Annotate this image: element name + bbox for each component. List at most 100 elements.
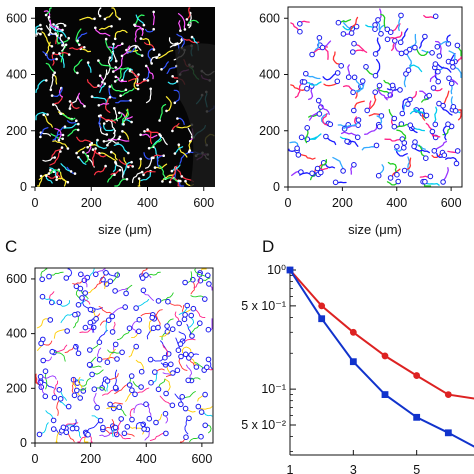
cell-head	[67, 53, 71, 56]
cell-marker	[315, 97, 322, 104]
cell-head	[158, 119, 161, 122]
cell-marker	[165, 298, 171, 305]
cell-head	[39, 135, 42, 139]
cell-track	[409, 110, 428, 117]
cell-track	[104, 12, 114, 20]
cell-marker	[60, 424, 67, 431]
cell-track	[80, 48, 91, 53]
cell-track	[51, 351, 66, 362]
y-tick-label: 400	[259, 68, 280, 82]
cell-head	[91, 148, 95, 151]
cell-marker	[197, 320, 203, 327]
cell-track	[35, 79, 47, 93]
cell-track	[114, 178, 128, 187]
cell-head	[137, 177, 141, 180]
cell-track	[414, 46, 429, 57]
cell-head	[160, 68, 163, 71]
cell-head	[122, 123, 125, 126]
cell-marker	[153, 419, 159, 426]
cell-track	[168, 37, 177, 45]
cell-track	[114, 384, 131, 395]
cell-head	[97, 104, 101, 107]
cell-marker	[143, 272, 149, 278]
panel-a: 00 200 200 400 400 600 600 size (μm)	[6, 7, 215, 237]
cell-track	[52, 96, 63, 106]
cell-track	[147, 129, 153, 145]
cell-track	[77, 92, 86, 107]
cell-marker	[412, 44, 418, 51]
cell-head	[40, 27, 43, 31]
cell-head	[83, 104, 86, 108]
cell-marker	[93, 316, 99, 322]
cell-head	[68, 100, 72, 103]
cell-marker	[126, 325, 133, 332]
x-tick-label: 5	[413, 463, 420, 474]
cell-marker	[39, 293, 46, 300]
cell-head	[60, 146, 64, 149]
cell-track	[387, 161, 398, 176]
cell-track	[114, 68, 122, 82]
cell-track	[408, 33, 417, 51]
cell-track	[35, 32, 42, 37]
cell-track	[434, 63, 452, 73]
cell-head	[171, 129, 174, 133]
y-tick-label: 200	[259, 124, 280, 138]
cell-marker	[309, 51, 315, 58]
cell-track	[364, 124, 380, 135]
cell-marker	[89, 371, 95, 378]
cell-head	[137, 73, 140, 76]
cell-track	[147, 47, 154, 64]
cell-marker	[423, 112, 430, 119]
cell-marker	[294, 145, 300, 152]
series-2-point	[349, 358, 357, 366]
cell-marker	[103, 270, 109, 276]
cell-track	[94, 27, 111, 37]
cell-head	[127, 165, 130, 169]
y-tick-label: 600	[259, 11, 280, 25]
cell-track	[148, 139, 163, 149]
cell-marker	[91, 386, 98, 393]
cell-marker	[399, 110, 406, 117]
cell-marker	[169, 402, 176, 409]
cell-marker	[432, 13, 439, 20]
cell-marker	[123, 290, 129, 297]
cell-marker	[407, 171, 414, 177]
cell-marker	[47, 317, 54, 323]
cell-track	[40, 132, 52, 137]
cell-track	[178, 356, 188, 371]
cell-track	[369, 91, 377, 110]
series-2-point	[381, 391, 389, 398]
cell-head	[45, 79, 48, 82]
cell-track	[332, 51, 342, 67]
cell-marker	[387, 29, 394, 36]
cell-track	[107, 174, 116, 183]
cell-track	[171, 123, 180, 132]
cell-track	[35, 111, 49, 121]
cell-track	[152, 154, 164, 159]
cell-track	[79, 16, 96, 21]
cell-marker	[74, 387, 80, 394]
cell-marker	[50, 426, 57, 432]
panel-a-axes: 00 200 200 400 400 600 600	[6, 11, 214, 210]
cell-head	[55, 57, 58, 61]
y-tick-label: 600	[6, 272, 27, 286]
cell-marker	[57, 396, 64, 402]
cell-head	[114, 162, 118, 165]
cell-track	[140, 133, 158, 139]
cell-head	[103, 17, 107, 21]
cell-marker	[155, 324, 161, 331]
cell-head	[140, 170, 144, 174]
cell-head	[139, 37, 143, 40]
cell-track	[113, 143, 129, 154]
cell-head	[53, 71, 56, 74]
cell-marker	[332, 179, 339, 186]
cell-track	[349, 16, 359, 34]
cell-track	[82, 151, 89, 163]
cell-track	[165, 96, 172, 112]
cell-track	[105, 96, 111, 113]
series-line-2	[289, 269, 474, 448]
cell-marker	[432, 121, 439, 128]
cell-head	[55, 34, 59, 37]
cell-track	[135, 422, 146, 430]
y-tick-label: 600	[6, 11, 27, 25]
